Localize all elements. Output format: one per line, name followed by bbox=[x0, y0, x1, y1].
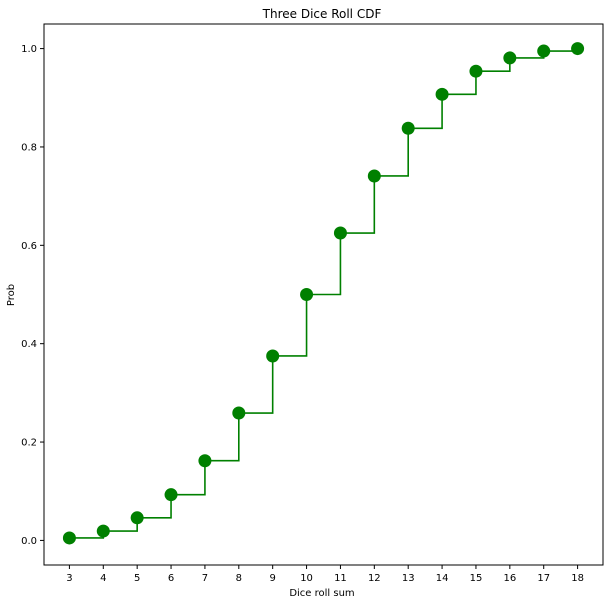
x-tick-label: 13 bbox=[402, 573, 415, 584]
x-tick-label: 11 bbox=[334, 573, 347, 584]
data-point bbox=[96, 524, 110, 538]
x-tick-label: 4 bbox=[100, 573, 106, 584]
x-tick-label: 18 bbox=[571, 573, 584, 584]
x-tick-label: 17 bbox=[537, 573, 550, 584]
data-point bbox=[469, 64, 483, 78]
data-point bbox=[266, 349, 280, 363]
data-point bbox=[130, 511, 144, 525]
data-point bbox=[164, 488, 178, 502]
y-tick-label: 1.0 bbox=[21, 44, 37, 55]
x-tick-label: 15 bbox=[470, 573, 483, 584]
data-point bbox=[401, 121, 415, 135]
data-point bbox=[435, 87, 449, 101]
x-tick-label: 3 bbox=[66, 573, 72, 584]
x-tick-label: 7 bbox=[202, 573, 208, 584]
data-point bbox=[571, 42, 585, 56]
cdf-step-line bbox=[69, 48, 579, 539]
data-point bbox=[300, 288, 314, 301]
x-tick-label: 8 bbox=[236, 573, 242, 584]
x-tick-label: 16 bbox=[503, 573, 516, 584]
y-tick-label: 0.6 bbox=[21, 241, 37, 252]
data-point bbox=[537, 44, 551, 58]
y-axis-label: Prob bbox=[6, 284, 17, 306]
x-axis: 3 4 5 6 7 8 9 10 11 12 13 14 15 16 17 18 bbox=[66, 565, 584, 584]
data-point bbox=[503, 51, 517, 65]
y-tick-label: 0.4 bbox=[21, 339, 37, 350]
y-tick-label: 0.0 bbox=[21, 536, 37, 547]
data-point bbox=[333, 226, 347, 240]
data-points bbox=[62, 42, 585, 545]
x-tick-label: 10 bbox=[300, 573, 313, 584]
y-axis: 0.0 0.2 0.4 0.6 0.8 1.0 bbox=[21, 44, 44, 547]
x-tick-label: 14 bbox=[436, 573, 449, 584]
x-tick-label: 5 bbox=[134, 573, 140, 584]
x-axis-label: Dice roll sum bbox=[289, 588, 354, 599]
chart-title: Three Dice Roll CDF bbox=[262, 7, 382, 21]
x-tick-label: 9 bbox=[269, 573, 275, 584]
data-point bbox=[232, 406, 246, 420]
x-tick-label: 6 bbox=[168, 573, 174, 584]
data-point bbox=[367, 169, 381, 183]
plot-frame bbox=[43, 23, 604, 566]
y-tick-label: 0.2 bbox=[21, 438, 37, 449]
data-point bbox=[62, 531, 76, 545]
y-tick-label: 0.8 bbox=[21, 142, 37, 153]
x-tick-label: 12 bbox=[368, 573, 381, 584]
data-point bbox=[198, 454, 212, 468]
